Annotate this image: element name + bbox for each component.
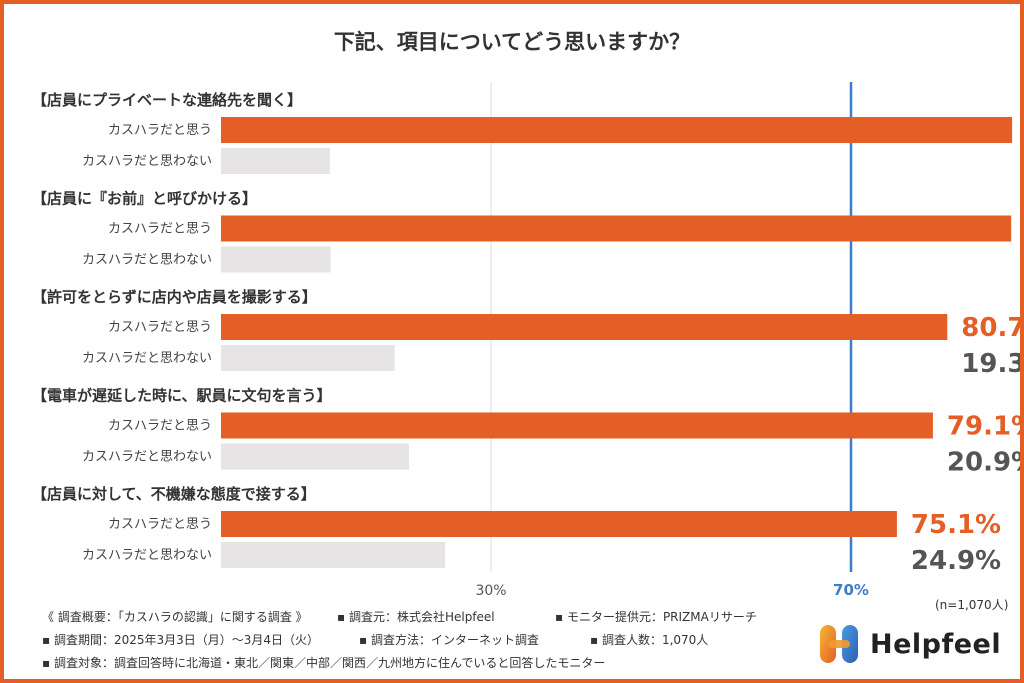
footer-monitor-provider: ▪ モニター提供元：PRIZMAリサーチ xyxy=(555,610,757,624)
footer-survey-target: ▪ 調査対象：調査回答時に北海道・東北／関東／中部／関西／九州地方に住んでいると… xyxy=(42,656,606,670)
helpfeel-logo: Helpfeel xyxy=(818,622,1001,666)
x-tick-label: 70% xyxy=(833,581,869,599)
chart-title: 下記、項目についてどう思いますか？ xyxy=(334,30,690,54)
bar-chart: 下記、項目についてどう思いますか？ 30% 70% 【店員にプライベートな連絡先を聞く… xyxy=(32,30,1020,599)
category-label: 【電車が遅延した時に、駅員に文句を言う】 xyxy=(32,387,332,405)
data-label-no: 19.3% xyxy=(961,349,1020,379)
bar-yes xyxy=(221,117,1013,143)
row-label-no: カスハラだと思わない xyxy=(82,450,212,465)
bar-yes xyxy=(221,215,1012,242)
row-label-no: カスハラだと思わない xyxy=(82,154,212,169)
bar-yes xyxy=(221,314,948,340)
category-label: 【店員に対して、不機嫌な態度で接する】 xyxy=(32,485,316,503)
chart-frame: 下記、項目についてどう思いますか？ 30% 70% 【店員にプライベートな連絡先を聞く… xyxy=(4,4,1020,679)
row-label-no: カスハラだと思わない xyxy=(82,351,212,366)
bar-no xyxy=(221,148,330,174)
x-tick-label: 30% xyxy=(475,583,506,599)
sample-size-note: (n=1,070人) xyxy=(935,598,1009,612)
category-label: 【店員に『お前』と呼びかける】 xyxy=(32,190,257,208)
bar-yes xyxy=(221,412,933,439)
footer-survey-method: ▪ 調査方法：インターネット調査 xyxy=(359,633,539,647)
data-label-no: 20.9% xyxy=(947,448,1020,478)
row-label-yes: カスハラだと思う xyxy=(108,222,212,237)
row-label-yes: カスハラだと思う xyxy=(108,517,212,532)
footer-survey-overview: 《 調査概要：「カスハラの認識」に関する調査 》 xyxy=(42,610,308,624)
category-label: 【許可をとらずに店内や店員を撮影する】 xyxy=(32,288,317,306)
footer-survey-count: ▪ 調査人数：1,070人 xyxy=(590,633,709,647)
data-label-no: 24.9% xyxy=(911,546,1001,576)
data-label-yes: 79.1% xyxy=(947,412,1020,442)
footer-survey-source: ▪ 調査元：株式会社Helpfeel xyxy=(337,610,495,624)
bar-no xyxy=(221,443,410,470)
row-label-yes: カスハラだと思う xyxy=(108,123,212,138)
helpfeel-logo-text: Helpfeel xyxy=(870,628,1002,660)
row-label-no: カスハラだと思わない xyxy=(82,253,212,268)
data-label-yes: 75.1% xyxy=(911,510,1001,540)
bar-no xyxy=(221,542,446,568)
bar-no xyxy=(221,246,331,273)
category-label: 【店員にプライベートな連絡先を聞く】 xyxy=(32,91,302,109)
bar-no xyxy=(221,345,395,371)
row-label-yes: カスハラだと思う xyxy=(108,320,212,335)
bar-yes xyxy=(221,511,897,537)
data-label-yes: 80.7% xyxy=(961,313,1020,343)
row-label-no: カスハラだと思わない xyxy=(82,548,212,563)
footer-survey-period: ▪ 調査期間：2025年3月3日（月）〜3月4日（火） xyxy=(42,633,320,647)
helpfeel-logo-icon xyxy=(820,625,858,663)
row-label-yes: カスハラだと思う xyxy=(108,419,212,434)
